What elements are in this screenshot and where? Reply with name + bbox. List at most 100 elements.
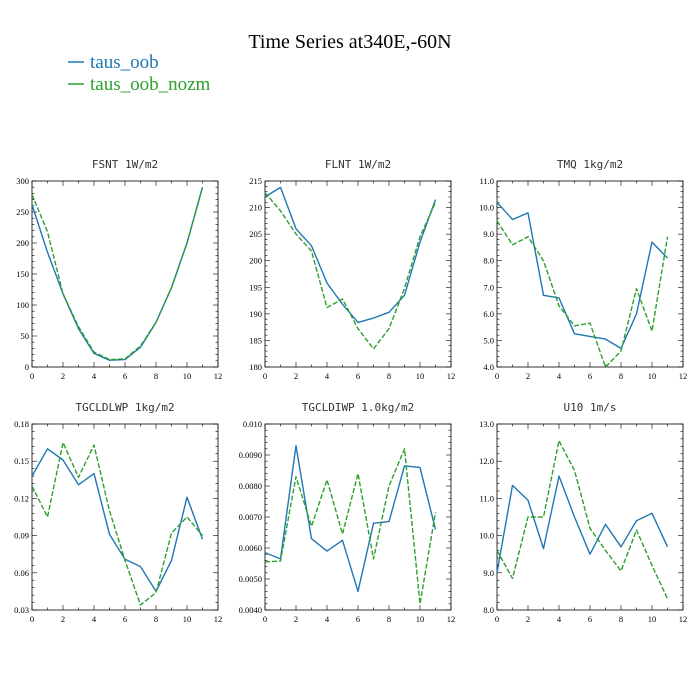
x-tick-label: 2 xyxy=(61,614,65,624)
y-tick-label: 11.0 xyxy=(479,493,494,503)
y-tick-label: 4.0 xyxy=(483,362,494,372)
x-tick-label: 2 xyxy=(294,614,298,624)
y-tick-label: 0.09 xyxy=(14,531,29,541)
y-tick-label: 9.0 xyxy=(483,229,494,239)
y-tick-label: 6.0 xyxy=(483,309,494,319)
x-tick-label: 6 xyxy=(123,614,127,624)
x-tick-label: 12 xyxy=(214,371,223,381)
x-tick-label: 0 xyxy=(30,614,34,624)
plot-frame xyxy=(31,423,219,611)
series-line-taus-oob xyxy=(496,201,669,350)
x-tick-label: 10 xyxy=(183,614,192,624)
series-line-taus-oob-nozm xyxy=(31,187,204,361)
series-line-taus-oob xyxy=(264,445,437,593)
x-tick-label: 6 xyxy=(588,614,592,624)
y-tick-label: 100 xyxy=(16,300,29,310)
x-tick-label: 4 xyxy=(325,371,330,381)
series-line-taus-oob-nozm xyxy=(31,441,204,606)
x-tick-label: 8 xyxy=(387,371,391,381)
x-tick-label: 8 xyxy=(387,614,391,624)
y-tick-label: 0.0070 xyxy=(239,512,262,522)
y-tick-label: 0.010 xyxy=(243,419,262,429)
y-tick-label: 0.15 xyxy=(14,456,29,466)
figure-title: Time Series at340E,-60N xyxy=(248,31,451,53)
plot-frame xyxy=(264,180,452,368)
y-tick-label: 0.0060 xyxy=(239,543,262,553)
y-tick-label: 200 xyxy=(249,256,262,266)
plot-frame xyxy=(31,180,219,368)
legend: taus_oob taus_oob_nozm xyxy=(68,52,211,95)
y-tick-label: 0.0090 xyxy=(239,450,262,460)
y-tick-label: 8.0 xyxy=(483,605,494,615)
y-tick-label: 9.0 xyxy=(483,568,494,578)
y-tick-label: 0.18 xyxy=(14,419,29,429)
panels: FSNT 1W/m20 2 4 6 8 10 12050100150200250300FLN… xyxy=(14,158,687,624)
x-tick-label: 12 xyxy=(447,371,456,381)
y-tick-label: 0.0050 xyxy=(239,574,262,584)
y-tick-label: 7.0 xyxy=(483,282,494,292)
y-tick-label: 185 xyxy=(249,335,262,345)
x-tick-label: 10 xyxy=(183,371,192,381)
x-tick-label: 6 xyxy=(356,614,360,624)
panel-4: TGCLDLWP 1kg/m2 0 2 4 6 8 10 12 0.03 0.06 0.09 0.12… xyxy=(14,401,222,624)
y-tick-label: 205 xyxy=(249,229,262,239)
series-line-taus-oob-nozm xyxy=(496,220,669,368)
y-tick-label: 195 xyxy=(249,282,262,292)
x-tick-label: 0 xyxy=(495,614,499,624)
panel-title: TGCLDLWP 1kg/m2 xyxy=(75,401,174,414)
y-tick-label: 200 xyxy=(16,238,29,248)
x-tick-label: 2 xyxy=(61,371,65,381)
legend-label-taus-oob-nozm: taus_oob_nozm xyxy=(90,74,211,95)
panel-title: FSNT 1W/m2 xyxy=(92,158,158,171)
x-tick-label: 12 xyxy=(679,614,688,624)
x-tick-label: 6 xyxy=(588,371,592,381)
x-tick-label: 8 xyxy=(154,614,158,624)
series-line-taus-oob-nozm xyxy=(496,440,669,600)
x-tick-label: 2 xyxy=(526,614,530,624)
x-tick-label: 4 xyxy=(557,371,562,381)
x-tick-label: 12 xyxy=(447,614,456,624)
x-tick-label: 8 xyxy=(154,371,158,381)
legend-label-taus-oob: taus_oob xyxy=(90,52,159,73)
x-tick-label: 4 xyxy=(92,614,97,624)
x-tick-label: 12 xyxy=(214,614,223,624)
x-tick-label: 0 xyxy=(30,371,34,381)
x-tick-label: 4 xyxy=(92,371,97,381)
y-tick-label: 215 xyxy=(249,176,262,186)
panel-5: TGCLDIWP 1.0kg/m2 0 2 4 6 8 10 12 0.0040 0.0050 0.… xyxy=(239,401,456,624)
y-tick-label: 50 xyxy=(21,331,30,341)
y-tick-label: 0.03 xyxy=(14,605,29,615)
x-tick-label: 10 xyxy=(416,614,425,624)
y-tick-label: 180 xyxy=(249,362,262,372)
series-line-taus-oob xyxy=(496,475,669,573)
series-line-taus-oob-nozm xyxy=(264,192,437,350)
x-tick-label: 10 xyxy=(416,371,425,381)
y-tick-label: 0.06 xyxy=(14,568,29,578)
x-tick-label: 0 xyxy=(263,614,267,624)
y-tick-label: 11.0 xyxy=(479,176,494,186)
panel-title: FLNT 1W/m2 xyxy=(325,158,391,171)
panel-6: U10 1m/s 0 2 4 6 8 10 12 8.0 9.0 10.0 11.0 12.0 13.0 xyxy=(479,401,687,624)
panel-title: U10 1m/s xyxy=(564,401,617,414)
panel-title: TGCLDIWP 1.0kg/m2 xyxy=(302,401,415,414)
y-tick-label: 10.0 xyxy=(479,203,494,213)
y-tick-label: 10.0 xyxy=(479,531,494,541)
plot-frame xyxy=(496,180,684,368)
x-tick-label: 2 xyxy=(294,371,298,381)
series-line-taus-oob xyxy=(31,448,204,593)
x-tick-label: 12 xyxy=(679,371,688,381)
x-tick-label: 4 xyxy=(557,614,562,624)
y-tick-label: 13.0 xyxy=(479,419,494,429)
x-tick-label: 10 xyxy=(648,371,657,381)
y-tick-label: 0.12 xyxy=(14,493,29,503)
panel-2: FLNT 1W/m2 0 2 4 6 8 10 12 180 185 190 195 200 205 210… xyxy=(249,158,455,381)
y-tick-label: 300 xyxy=(16,176,29,186)
y-tick-label: 210 xyxy=(249,203,262,213)
x-tick-label: 4 xyxy=(325,614,330,624)
x-tick-label: 8 xyxy=(619,614,623,624)
y-tick-label: 0 xyxy=(25,362,29,372)
x-tick-label: 10 xyxy=(648,614,657,624)
y-tick-label: 190 xyxy=(249,309,262,319)
y-tick-label: 0.0040 xyxy=(239,605,262,615)
